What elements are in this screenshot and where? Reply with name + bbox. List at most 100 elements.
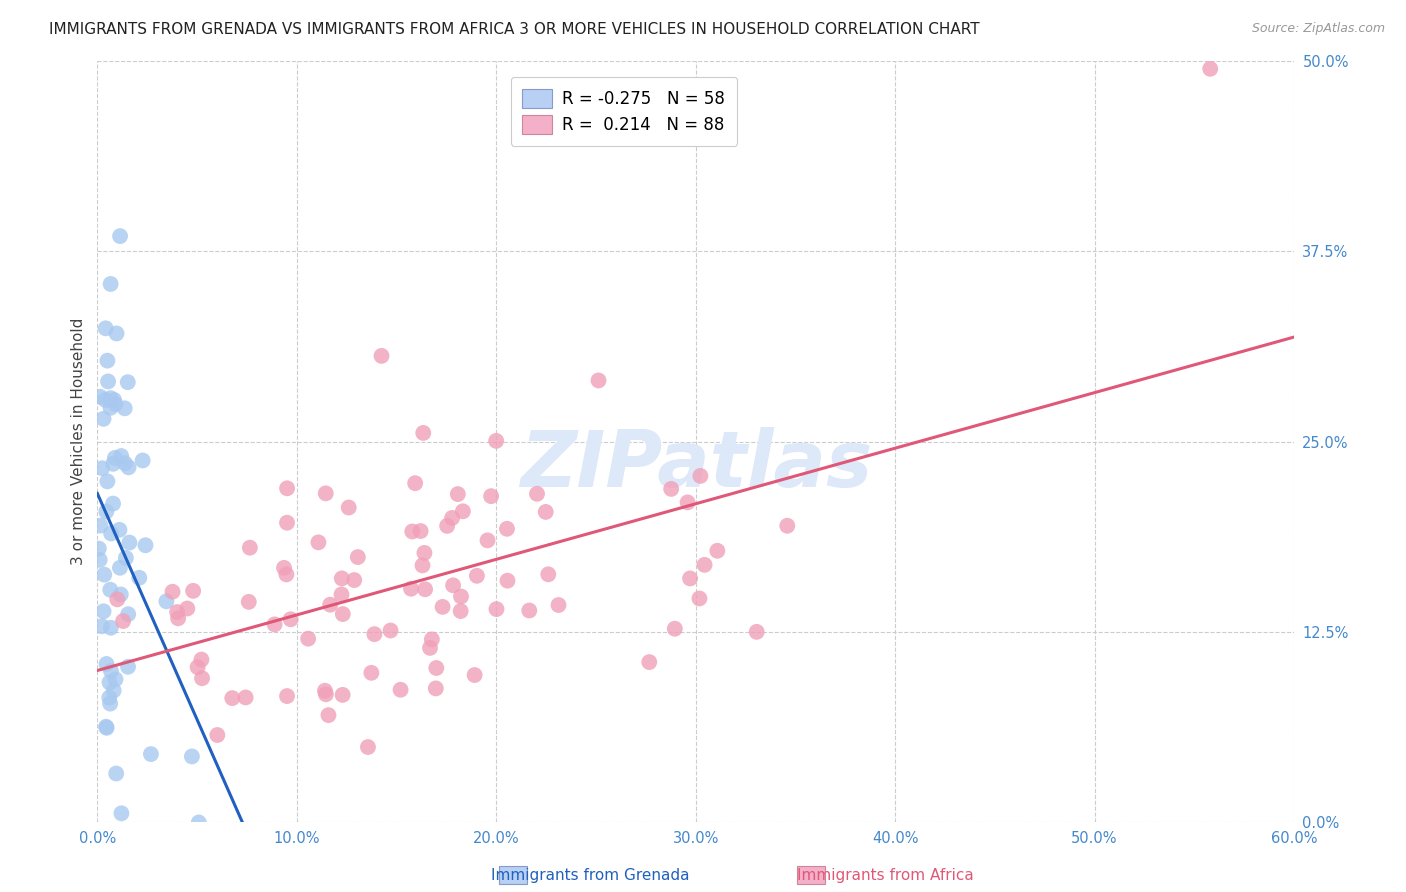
Point [1199, 62, 1222, 76]
Point [93, 604, 115, 618]
Point [332, 607, 354, 621]
Point [485, 602, 508, 616]
Point [155, 594, 177, 608]
Point [167, 611, 190, 625]
Point [706, 543, 728, 558]
Point [100, 621, 122, 635]
Point [91, 461, 114, 475]
Point [96, 657, 118, 671]
Point [100, 391, 122, 405]
Point [131, 453, 153, 467]
Point [441, 578, 464, 592]
Point [101, 457, 124, 471]
Point [496, 574, 519, 588]
Point [404, 476, 426, 491]
Point [134, 538, 156, 552]
Point [89, 518, 111, 533]
Point [676, 495, 699, 509]
Point [659, 482, 682, 496]
Point [370, 349, 392, 363]
Point [238, 595, 260, 609]
Point [360, 665, 382, 680]
Point [479, 489, 502, 503]
Point [96, 475, 118, 489]
Text: Source: ZipAtlas.com: Source: ZipAtlas.com [1251, 22, 1385, 36]
Point [314, 683, 336, 698]
Point [485, 434, 508, 448]
Point [464, 668, 486, 682]
Point [98, 697, 121, 711]
Point [96, 353, 118, 368]
Point [114, 456, 136, 470]
Point [221, 691, 243, 706]
Point [330, 587, 353, 601]
Point [330, 571, 353, 585]
Point [447, 487, 470, 501]
Point [297, 632, 319, 646]
Point [276, 481, 298, 495]
Point [412, 425, 434, 440]
Text: Immigrants from Grenada: Immigrants from Grenada [491, 869, 690, 883]
Point [776, 518, 799, 533]
Point [380, 624, 402, 638]
Point [93, 567, 115, 582]
Point [104, 673, 127, 687]
Point [89, 390, 111, 404]
Point [93, 412, 115, 426]
Point [534, 505, 557, 519]
Point [664, 622, 686, 636]
Point [103, 392, 125, 407]
Point [181, 583, 204, 598]
Text: ZIPatlas: ZIPatlas [520, 426, 872, 502]
Point [389, 682, 412, 697]
Point [413, 546, 436, 560]
Point [363, 627, 385, 641]
Point [315, 687, 337, 701]
Point [103, 683, 125, 698]
Point [105, 326, 128, 341]
Point [87, 541, 110, 556]
Point [357, 740, 380, 755]
Point [496, 522, 519, 536]
Point [688, 591, 710, 606]
Point [517, 603, 540, 617]
Point [319, 598, 342, 612]
Point [419, 640, 441, 655]
Point [450, 604, 472, 618]
Point [91, 619, 114, 633]
Point [441, 511, 464, 525]
Point [114, 401, 136, 416]
Point [679, 571, 702, 585]
Point [96, 505, 118, 519]
Point [235, 690, 257, 705]
Point [332, 688, 354, 702]
Point [451, 504, 474, 518]
Text: Immigrants from Africa: Immigrants from Africa [797, 869, 974, 883]
Point [139, 747, 162, 761]
Point [97, 375, 120, 389]
Point [187, 815, 209, 830]
Point [96, 721, 118, 735]
Point [117, 607, 139, 622]
Point [409, 524, 432, 538]
Point [450, 590, 472, 604]
Point [276, 689, 298, 703]
Point [117, 375, 139, 389]
Point [112, 614, 135, 628]
Point [108, 229, 131, 244]
Point [115, 550, 138, 565]
Point [94, 321, 117, 335]
Point [413, 582, 436, 597]
Point [477, 533, 499, 548]
Point [104, 397, 127, 411]
Point [537, 567, 560, 582]
Point [110, 449, 132, 463]
Point [465, 569, 488, 583]
Point [315, 486, 337, 500]
Point [745, 624, 768, 639]
Point [280, 612, 302, 626]
Point [318, 708, 340, 723]
Point [207, 728, 229, 742]
Point [100, 664, 122, 678]
Point [118, 535, 141, 549]
